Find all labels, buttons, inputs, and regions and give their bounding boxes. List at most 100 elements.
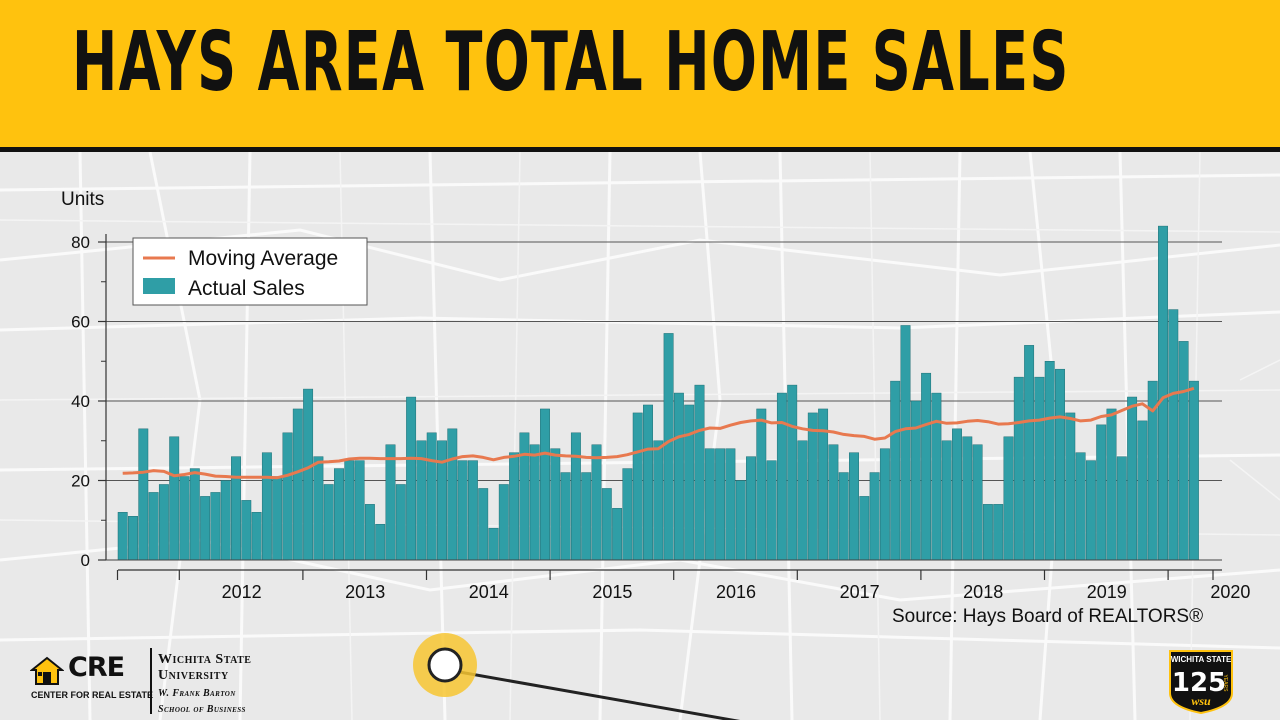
x-year-label: 2017 [840, 582, 880, 602]
x-year-label: 2012 [222, 582, 262, 602]
y-tick-label: 40 [71, 392, 90, 411]
legend-label-actual-sales: Actual Sales [188, 277, 305, 300]
bar-actual-sales [323, 484, 334, 561]
bar-actual-sales [807, 412, 818, 561]
bar-actual-sales [261, 452, 272, 561]
bar-actual-sales [725, 448, 736, 561]
bar-actual-sales [117, 512, 128, 561]
legend-label-moving-average: Moving Average [188, 247, 338, 270]
bar-actual-sales [776, 392, 787, 561]
wsu-school-line2: School of Business [158, 704, 246, 715]
y-tick-label: 0 [81, 551, 90, 570]
bar-actual-sales [467, 460, 478, 561]
bar-actual-sales [910, 400, 921, 561]
bar-actual-sales [838, 472, 849, 561]
bar-actual-sales [303, 388, 314, 561]
bar-actual-sales [643, 404, 653, 561]
bar-actual-sales [158, 484, 169, 561]
y-tick-label: 20 [71, 472, 90, 491]
cre-subtitle: CENTER FOR REAL ESTATE [31, 690, 154, 700]
bar-actual-sales [859, 496, 870, 561]
bar-actual-sales [828, 444, 839, 561]
bar-actual-sales [251, 512, 262, 561]
bar-actual-sales [900, 325, 911, 561]
bar-actual-sales [1188, 380, 1199, 561]
bar-actual-sales [292, 408, 303, 561]
bar-actual-sales [200, 496, 211, 561]
bar-actual-sales [498, 484, 509, 561]
bar-actual-sales [1065, 412, 1076, 561]
bar-actual-sales [982, 504, 993, 561]
bar-actual-sales [179, 476, 190, 561]
bar-actual-sales [797, 440, 808, 561]
moving-average-line [122, 386, 1195, 480]
y-tick-label: 60 [71, 313, 90, 332]
bar-actual-sales [849, 452, 859, 561]
y-axis-label: Units [61, 189, 104, 210]
bar-actual-sales [746, 456, 756, 561]
bar-actual-sales [1168, 309, 1179, 561]
bar-actual-sales [529, 444, 540, 561]
wsu-school-line1: W. Frank Barton [158, 688, 236, 699]
wsu-name-line1: Wichita State [158, 652, 252, 667]
badge-side-text: YEARS [1222, 675, 1228, 693]
bar-actual-sales [395, 484, 406, 561]
badge-number: 125 [1172, 668, 1226, 698]
bar-actual-sales [457, 460, 468, 561]
bar-actual-sales [570, 432, 581, 561]
bar-actual-sales [879, 448, 890, 561]
bar-actual-sales [282, 432, 293, 561]
bar-actual-sales [1116, 456, 1127, 561]
bar-actual-sales [313, 456, 324, 561]
wsu-logo: Wichita State University W. Frank Barton… [158, 652, 288, 716]
bar-actual-sales [540, 408, 550, 561]
bar-actual-sales [344, 460, 355, 561]
legend-swatch-actual-sales [143, 278, 175, 294]
bar-actual-sales [632, 412, 643, 561]
bar-actual-sales [787, 384, 798, 561]
source-note: Source: Hays Board of REALTORS® [892, 606, 1204, 627]
wsu-name-line2: University [158, 668, 229, 683]
bar-actual-sales [488, 527, 499, 561]
bar-actual-sales [478, 488, 489, 561]
bar-actual-sales [385, 444, 396, 561]
bar-actual-sales [519, 432, 530, 561]
bar-actual-sales [426, 432, 437, 561]
y-tick-label: 80 [71, 233, 90, 252]
bar-actual-sales [128, 516, 138, 561]
bar-actual-sales [241, 500, 252, 561]
bar-actual-sales [704, 448, 715, 561]
header-banner: HAYS AREA TOTAL HOME SALES [0, 0, 1280, 152]
bar-actual-sales [1003, 436, 1014, 561]
bar-actual-sales [921, 372, 932, 561]
bar-actual-sales [673, 392, 684, 561]
bar-actual-sales [653, 440, 664, 561]
bar-actual-sales [1178, 341, 1189, 561]
bar-actual-sales [334, 468, 344, 561]
bar-actual-sales [663, 333, 674, 561]
bar-actual-sales [148, 492, 159, 561]
shield-badge-icon: WICHITA STATE 125 YEARS wsu [1169, 650, 1233, 715]
bar-actual-sales [581, 472, 592, 561]
bar-actual-sales [1106, 408, 1117, 561]
bar-actual-sales [591, 444, 602, 561]
bar-actual-sales [1096, 424, 1107, 561]
x-year-label: 2013 [345, 582, 385, 602]
bar-actual-sales [189, 468, 200, 561]
bar-actual-sales [972, 444, 983, 561]
bar-actual-sales [1075, 452, 1086, 561]
bar-actual-sales [509, 452, 520, 561]
bar-actual-sales [1044, 361, 1055, 561]
bar-actual-sales [364, 504, 375, 561]
home-sales-chart: 0 20 40 60 80 Units 2012 2013 2014 2015 2016 2017 20… [61, 189, 1250, 602]
bar-actual-sales [1034, 376, 1045, 561]
bar-actual-sales [138, 428, 149, 561]
bar-actual-sales [952, 428, 962, 561]
bar-actual-sales [601, 488, 612, 561]
bar-actual-sales [169, 436, 180, 561]
bar-actual-sales [1013, 376, 1024, 561]
bar-actual-sales [354, 460, 365, 561]
x-year-label: 2016 [716, 582, 756, 602]
bar-actual-sales [272, 476, 283, 561]
bar-actual-sales [560, 472, 571, 561]
